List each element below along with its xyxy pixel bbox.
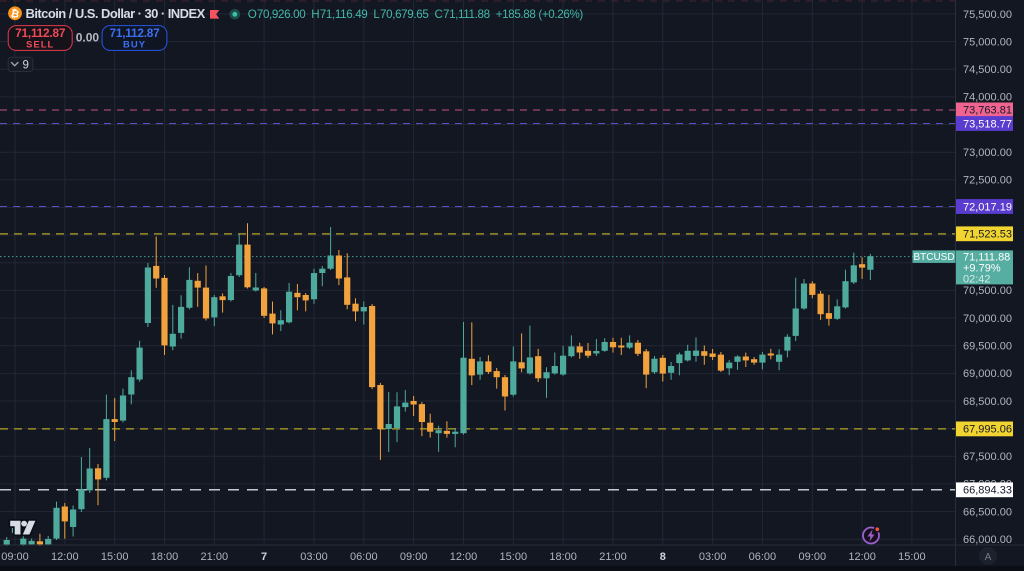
svg-text:72,017.19: 72,017.19 — [963, 201, 1012, 213]
svg-text:06:00: 06:00 — [350, 551, 378, 563]
svg-text:73,518.77: 73,518.77 — [963, 118, 1012, 130]
svg-text:12:00: 12:00 — [51, 551, 79, 563]
svg-text:75,500.00: 75,500.00 — [963, 9, 1012, 21]
svg-text:09:00: 09:00 — [1, 551, 29, 563]
svg-text:0.00: 0.00 — [76, 31, 100, 45]
svg-text:71,112.87: 71,112.87 — [15, 26, 66, 40]
svg-text:BUY: BUY — [123, 40, 146, 51]
svg-text:71,112.87: 71,112.87 — [109, 26, 160, 40]
svg-text:BTCUSD: BTCUSD — [913, 252, 954, 263]
svg-text:A: A — [985, 552, 992, 563]
svg-text:70,500.00: 70,500.00 — [963, 285, 1012, 297]
svg-text:15:00: 15:00 — [898, 551, 926, 563]
svg-text:75,000.00: 75,000.00 — [963, 36, 1012, 48]
svg-text:74,000.00: 74,000.00 — [963, 92, 1012, 104]
svg-text:70,000.00: 70,000.00 — [963, 313, 1012, 325]
svg-text:09:00: 09:00 — [799, 551, 827, 563]
svg-text:67,995.06: 67,995.06 — [963, 424, 1012, 436]
svg-text:06:00: 06:00 — [749, 551, 777, 563]
svg-text:15:00: 15:00 — [500, 551, 528, 563]
svg-text:SELL: SELL — [26, 40, 54, 51]
svg-text:73,763.81: 73,763.81 — [963, 105, 1012, 117]
svg-text:69,000.00: 69,000.00 — [963, 368, 1012, 380]
svg-text:02:42: 02:42 — [963, 273, 991, 285]
svg-text:03:00: 03:00 — [699, 551, 727, 563]
svg-text:09:00: 09:00 — [400, 551, 428, 563]
svg-text:66,894.33: 66,894.33 — [963, 485, 1012, 497]
svg-text:21:00: 21:00 — [201, 551, 229, 563]
svg-text:68,500.00: 68,500.00 — [963, 396, 1012, 408]
svg-text:12:00: 12:00 — [450, 551, 478, 563]
svg-text:9: 9 — [23, 60, 29, 72]
svg-text:69,500.00: 69,500.00 — [963, 341, 1012, 353]
svg-text:74,500.00: 74,500.00 — [963, 64, 1012, 76]
svg-text:67,500.00: 67,500.00 — [963, 451, 1012, 463]
svg-text:03:00: 03:00 — [300, 551, 328, 563]
svg-text:12:00: 12:00 — [848, 551, 876, 563]
svg-text:18:00: 18:00 — [151, 551, 179, 563]
svg-text:Bitcoin / U.S. Dollar · 30 · I: Bitcoin / U.S. Dollar · 30 · INDEX — [26, 6, 206, 21]
svg-text:7: 7 — [261, 551, 267, 563]
svg-text:72,500.00: 72,500.00 — [963, 175, 1012, 187]
svg-text:66,000.00: 66,000.00 — [963, 534, 1012, 546]
svg-text:71,523.53: 71,523.53 — [963, 229, 1012, 241]
svg-text:71,111.88: 71,111.88 — [963, 252, 1010, 264]
svg-text:8: 8 — [660, 551, 666, 563]
svg-text:15:00: 15:00 — [101, 551, 129, 563]
svg-text:73,000.00: 73,000.00 — [963, 147, 1012, 159]
svg-text:21:00: 21:00 — [599, 551, 627, 563]
svg-text:66,500.00: 66,500.00 — [963, 506, 1012, 518]
svg-text:+9.79%: +9.79% — [963, 263, 1001, 275]
svg-text:18:00: 18:00 — [549, 551, 577, 563]
svg-text:₿: ₿ — [9, 7, 20, 21]
